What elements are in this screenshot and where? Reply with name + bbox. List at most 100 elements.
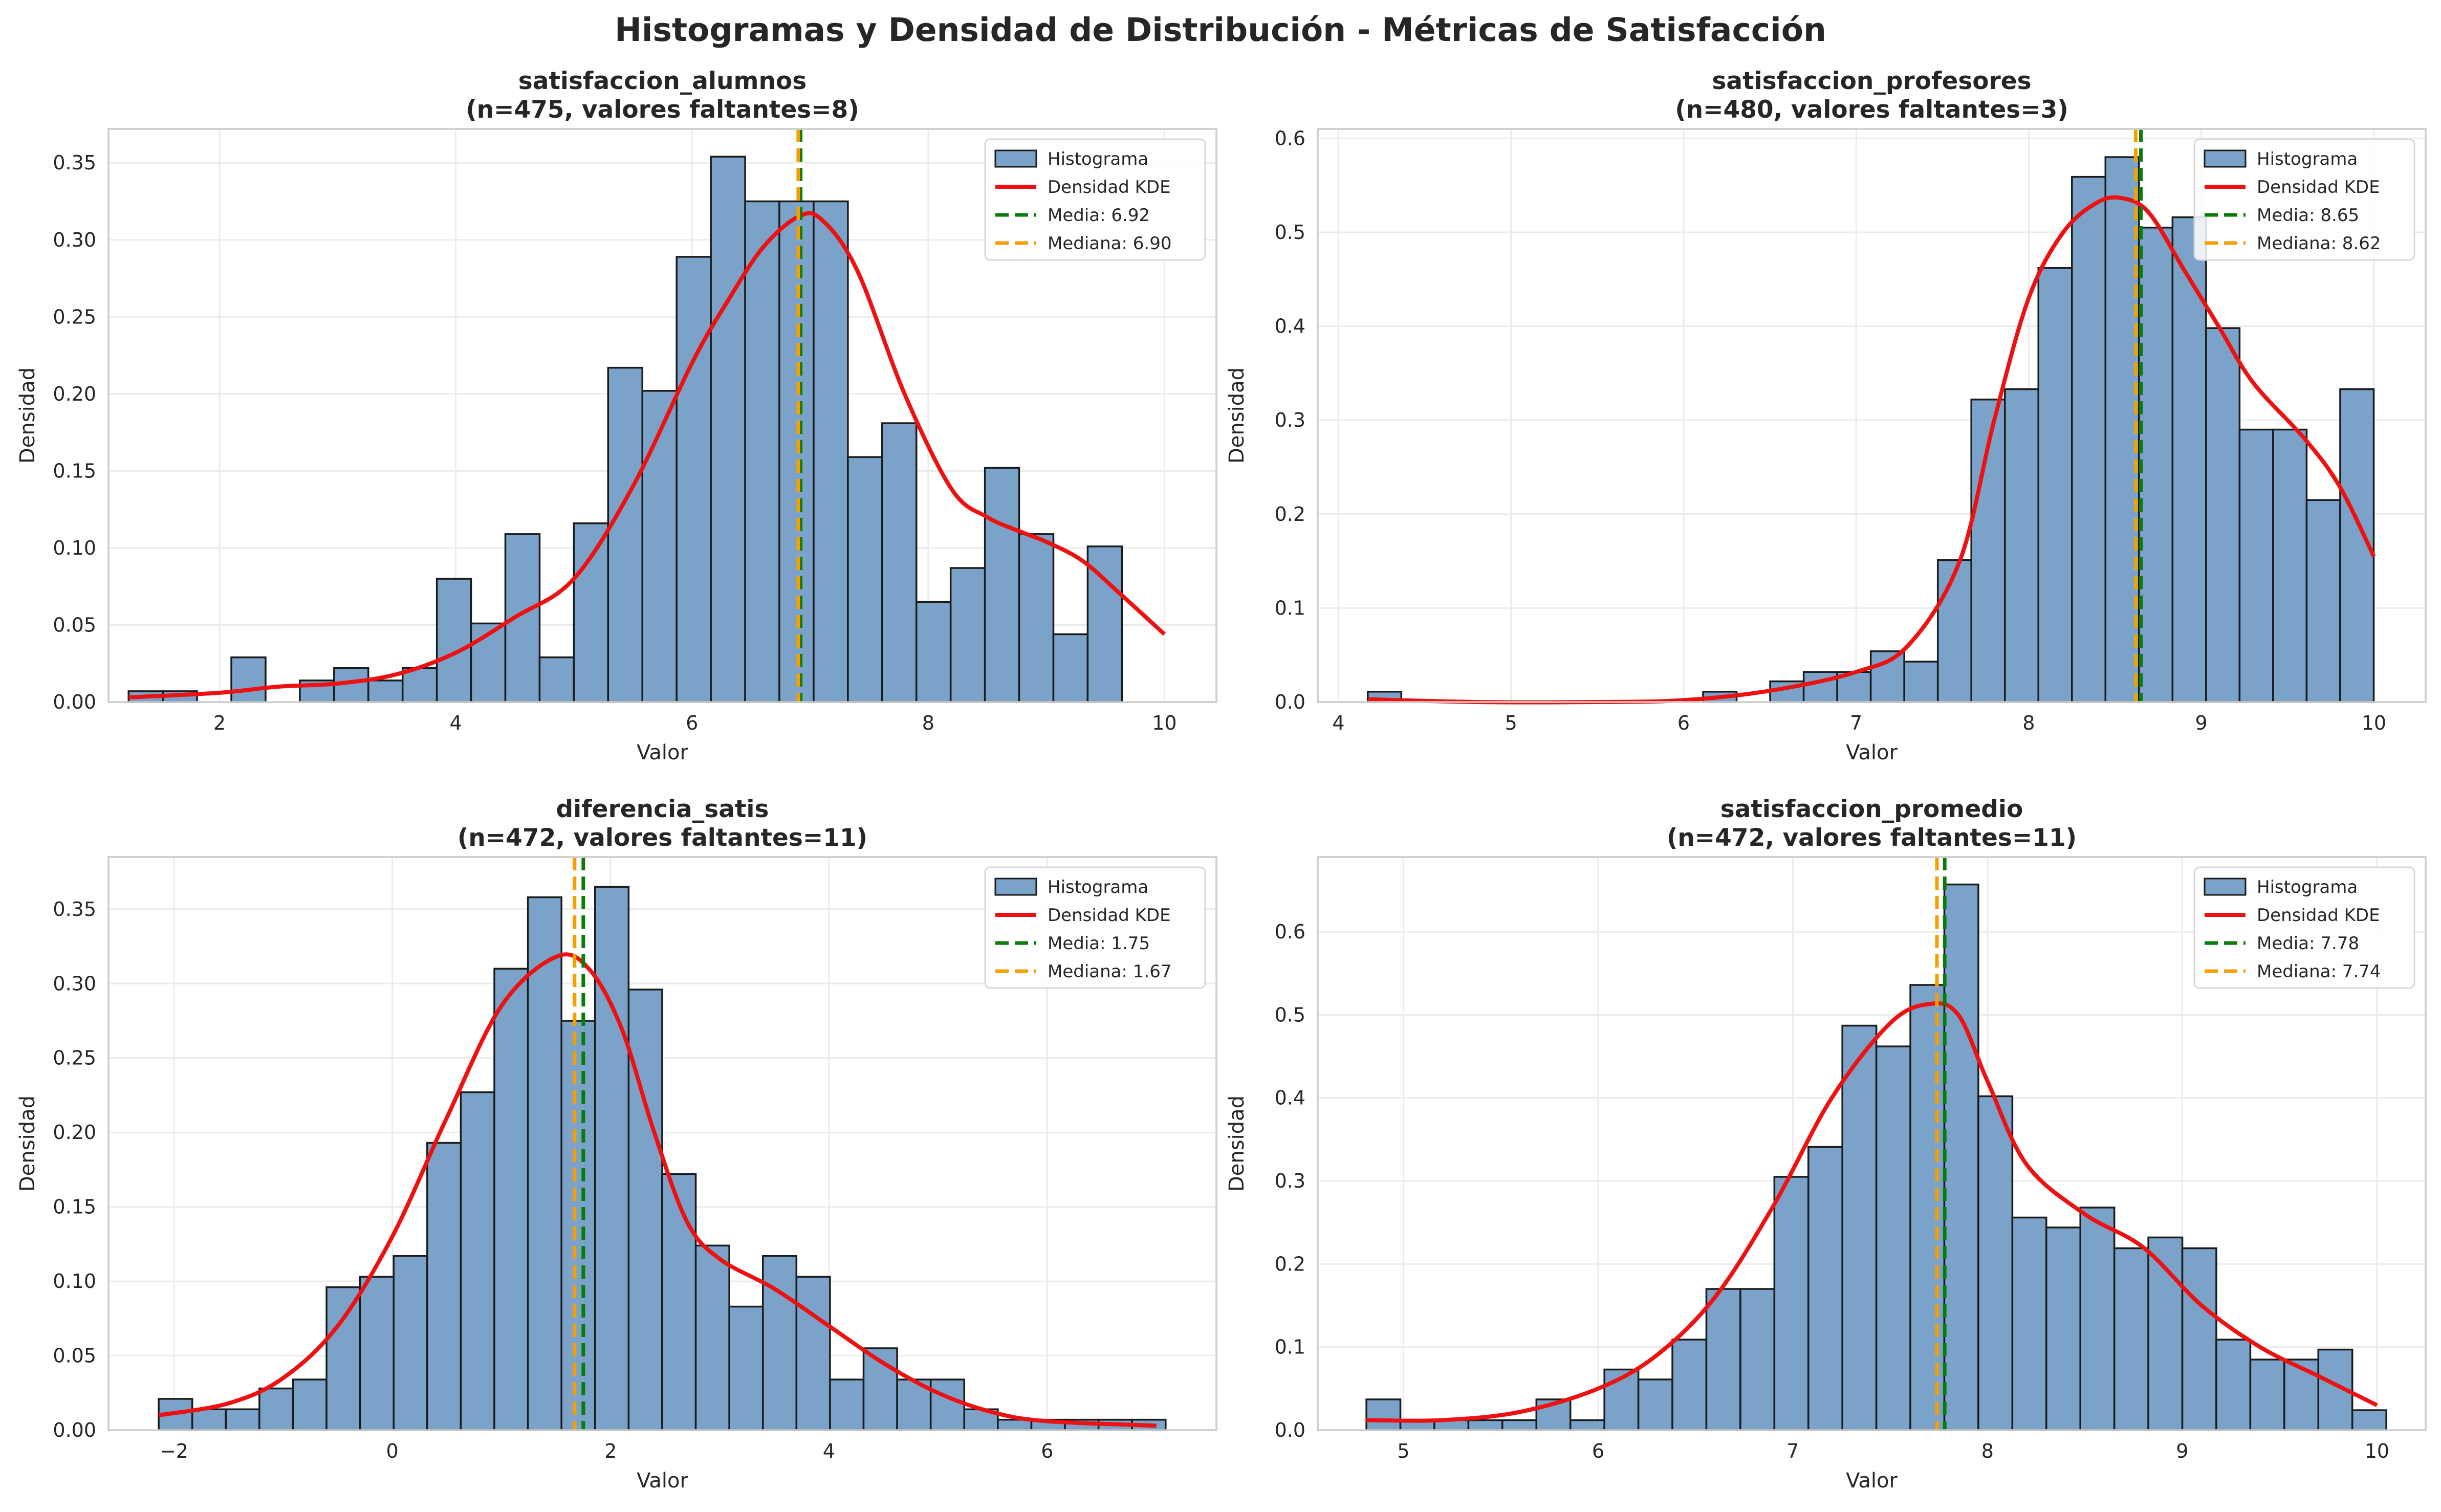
histogram-bar: [367, 680, 404, 703]
histogram-bar: [1052, 633, 1089, 703]
histogram-bar: [2181, 1247, 2217, 1431]
y-tick-label: 0.30: [53, 972, 96, 995]
y-tick-label: 0.2: [1275, 503, 1305, 525]
histogram-bar: [2011, 1216, 2047, 1431]
subplot-3: −2 0 2 4 6 0.00 0.05 0.10 0.15 0.20 0.25 0.30 0.35 Va…: [16, 795, 1217, 1493]
x-tick-label: 7: [1786, 1440, 1799, 1462]
histogram-bar: [675, 256, 712, 703]
y-tick-label: 0.0: [1275, 1419, 1305, 1441]
x-tick-label: 10: [1152, 712, 1176, 734]
histogram-bar: [2171, 216, 2207, 703]
y-tick-label: 0.10: [53, 537, 96, 559]
histogram-bar: [1365, 1398, 1402, 1431]
histogram-bar: [594, 886, 630, 1431]
subplot-title-line-2: (n=480, valores faltantes=3): [1675, 96, 2068, 124]
histogram-bar: [1739, 1288, 1776, 1431]
y-tick-label: 0.00: [53, 691, 96, 713]
legend-entry: Histograma: [2257, 877, 2358, 897]
histogram-bar: [795, 1276, 831, 1431]
histogram-bar: [929, 1378, 966, 1431]
histogram-bar: [1501, 1419, 1538, 1431]
subplot-title-line-2: (n=472, valores faltantes=11): [457, 824, 867, 852]
y-tick-label: 0.2: [1275, 1253, 1305, 1275]
legend-entry: Histograma: [1048, 149, 1148, 169]
histogram-bar: [225, 1408, 260, 1431]
histogram-bar: [1977, 1095, 2014, 1431]
x-tick-label: 6: [1041, 1440, 1053, 1462]
histogram-bar: [191, 1408, 227, 1431]
kde-curve: [128, 211, 1166, 699]
histogram-bar: [359, 1276, 395, 1431]
histogram-bar: [393, 1255, 428, 1431]
histogram-bar: [1018, 533, 1055, 703]
legend: Histograma Densidad KDE Media: 6.92 Mediana…: [984, 138, 1206, 261]
histogram-bar: [1773, 1176, 1810, 1431]
axes-frame: [1317, 128, 2427, 703]
histogram-bar: [1909, 984, 1946, 1431]
y-tick-label: 0.1: [1275, 1336, 1305, 1358]
legend-swatch-histogram: [994, 878, 1037, 896]
y-tick-label: 0.0: [1275, 691, 1305, 713]
subplot-title-line-1: satisfaccion_alumnos: [518, 67, 807, 95]
histogram-bar: [2238, 428, 2274, 703]
y-axis-label: Densidad: [1225, 1095, 1249, 1192]
x-tick-label: 6: [1592, 1440, 1604, 1462]
kde-curve: [1367, 195, 2376, 705]
histogram-bar: [1467, 1419, 1503, 1431]
legend-entry: Mediana: 8.62: [2257, 233, 2381, 254]
subplot-title-line-1: satisfaccion_promedio: [1720, 795, 2023, 823]
y-tick-label: 0.20: [53, 1121, 96, 1144]
y-tick-label: 0.30: [53, 229, 96, 251]
y-tick-label: 0.3: [1275, 1170, 1305, 1192]
y-axis-label: Densidad: [16, 367, 39, 464]
legend-swatch-histogram: [2204, 149, 2247, 168]
legend-entry: Mediana: 6.90: [1048, 233, 1171, 254]
x-axis-label: Valor: [1846, 1469, 1898, 1493]
legend-box: [2193, 138, 2415, 261]
subplot-title-line-2: (n=475, valores faltantes=8): [466, 96, 859, 124]
histogram-bar: [829, 1378, 865, 1431]
histogram-bar: [325, 1286, 361, 1431]
legend-entry: Media: 7.78: [2257, 933, 2359, 954]
y-tick-label: 0.6: [1275, 921, 1305, 943]
legend-swatch-histogram: [994, 149, 1037, 168]
subplot-title-line-2: (n=472, valores faltantes=11): [1667, 824, 2077, 852]
y-tick-label: 0.15: [53, 1196, 96, 1218]
x-tick-label: 9: [2195, 712, 2208, 734]
y-tick-label: 0.3: [1275, 409, 1305, 431]
histogram-bar: [258, 1387, 294, 1431]
axes-frame: [1317, 856, 2427, 1431]
y-tick-label: 0.6: [1275, 127, 1305, 149]
y-tick-label: 0.4: [1275, 1087, 1305, 1109]
x-tick-label: 6: [1677, 712, 1690, 734]
histogram-bar: [997, 1418, 1033, 1431]
x-tick-label: 8: [1981, 1440, 1994, 1462]
y-tick-label: 0.5: [1275, 221, 1305, 244]
legend-entry: Media: 8.65: [2257, 205, 2359, 226]
legend-box: [984, 866, 1206, 989]
x-tick-label: 2: [213, 712, 226, 734]
y-tick-label: 0.00: [53, 1419, 96, 1441]
legend-box: [2193, 866, 2415, 989]
histogram-bar: [813, 200, 849, 703]
histogram-bar: [949, 567, 986, 703]
histogram-bar: [2071, 176, 2107, 703]
axes-frame: [107, 856, 1217, 1431]
histogram-bar: [1841, 1024, 1878, 1431]
legend-entry: Media: 1.75: [1048, 933, 1150, 954]
histogram-bar: [1875, 1045, 1911, 1431]
y-tick-label: 0.1: [1275, 597, 1305, 619]
y-axis-label: Densidad: [1225, 367, 1249, 464]
histogram-bar: [728, 1305, 764, 1431]
legend-entry: Densidad KDE: [2257, 177, 2380, 198]
legend: Histograma Densidad KDE Media: 8.65 Mediana…: [2193, 138, 2415, 261]
legend-entry: Histograma: [2257, 149, 2358, 169]
y-axis-label: Densidad: [16, 1095, 39, 1192]
y-tick-label: 0.05: [53, 613, 96, 636]
histogram-bar: [527, 896, 562, 1431]
x-tick-label: 9: [2176, 1440, 2188, 1462]
histogram-bar: [493, 968, 529, 1431]
histogram-bar: [694, 1244, 730, 1431]
histogram-bar: [460, 1091, 495, 1431]
histogram-bar: [2113, 1247, 2149, 1431]
